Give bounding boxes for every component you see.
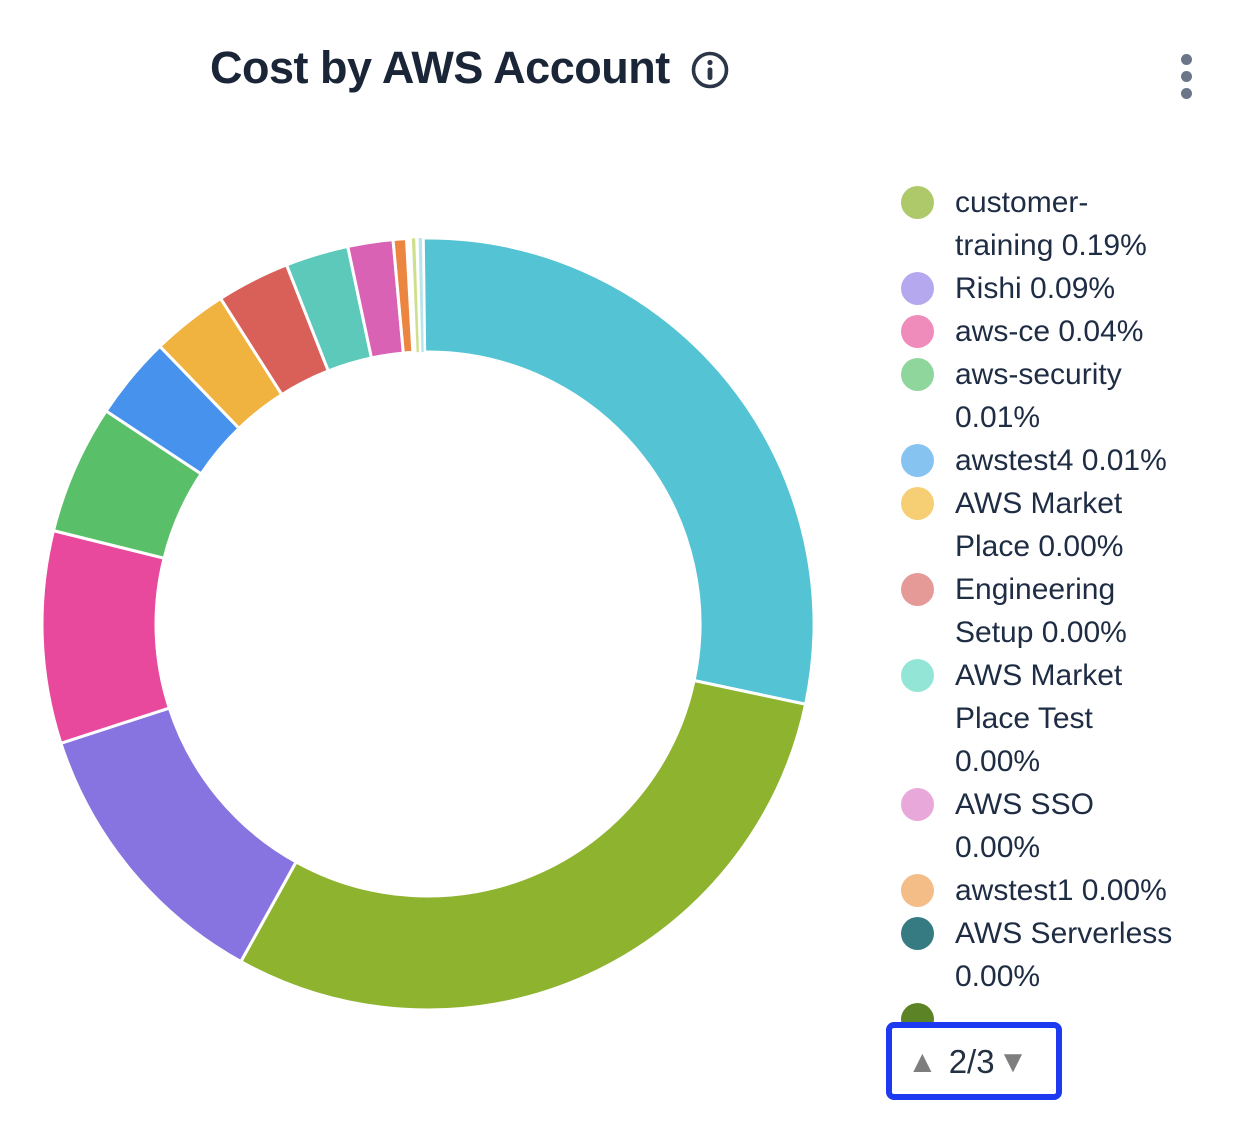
legend-dot	[901, 444, 934, 477]
legend-dot	[901, 573, 934, 606]
donut-slice[interactable]	[411, 238, 419, 353]
more-options-button[interactable]	[1177, 50, 1196, 103]
legend-item-label: Rishi 0.09%	[955, 272, 1116, 305]
legend-item-label: customer-training 0.19%	[955, 186, 1147, 262]
legend-dot	[901, 272, 934, 305]
legend-item[interactable]: AWS Market Place Test 0.00%	[899, 654, 1234, 783]
legend-dot	[901, 315, 934, 348]
legend-item-label: awstest1 0.00%	[955, 874, 1167, 907]
legend-item-label: AWS Market Place 0.00%	[955, 487, 1124, 563]
legend-item-label: aws-security 0.01%	[955, 358, 1122, 434]
legend-item[interactable]: AWS Market Place 0.00%	[899, 482, 1234, 568]
legend-dot	[901, 186, 934, 219]
legend-item[interactable]: Rishi 0.09%	[899, 267, 1234, 310]
legend-item[interactable]: awstest1 0.00%	[899, 869, 1234, 912]
legend-page-up-button[interactable]: ▲	[907, 1043, 938, 1079]
legend-item-label: AWS Serverless 0.00%	[955, 917, 1173, 993]
legend-item[interactable]: AWS SSO 0.00%	[899, 783, 1234, 869]
legend-dot	[901, 788, 934, 821]
donut-slice[interactable]	[238, 678, 808, 1012]
kebab-dot	[1181, 54, 1192, 65]
legend-item-label: AWS SSO 0.00%	[955, 788, 1094, 864]
legend-item[interactable]: customer-training 0.19%	[899, 181, 1234, 267]
legend-item[interactable]: awstest4 0.01%	[899, 439, 1234, 482]
legend-item-label: Engineering Setup 0.00%	[955, 573, 1127, 649]
legend-item[interactable]: aws-ce 0.04%	[899, 310, 1234, 353]
info-icon[interactable]	[690, 50, 730, 90]
legend-item-label: AWS Market Place Test 0.00%	[955, 659, 1123, 778]
legend-dot	[901, 358, 934, 391]
donut-chart[interactable]	[38, 234, 818, 1014]
legend-dot	[901, 487, 934, 520]
legend-page-down-button[interactable]: ▼	[997, 1043, 1029, 1079]
chart-header: Cost by AWS Account	[210, 38, 730, 98]
legend-pagination: ▲ 2/3 ▼	[886, 1022, 1062, 1100]
legend-dot	[901, 874, 934, 907]
donut-slice[interactable]	[40, 528, 172, 746]
donut-slice[interactable]	[421, 236, 816, 707]
kebab-dot	[1181, 88, 1192, 99]
chart-legend: customer-training 0.19% Rishi 0.09% aws-ce…	[899, 181, 1234, 1036]
legend-page-indicator: 2/3	[948, 1042, 995, 1080]
legend-item-label: awstest4 0.01%	[955, 444, 1167, 477]
chart-title: Cost by AWS Account	[210, 42, 670, 93]
donut-slice[interactable]	[418, 238, 424, 353]
legend-dot	[901, 917, 934, 950]
legend-dot	[901, 659, 934, 692]
donut-slice[interactable]	[391, 237, 415, 355]
legend-item[interactable]: aws-security 0.01%	[899, 353, 1234, 439]
kebab-dot	[1181, 71, 1192, 82]
legend-item[interactable]: AWS Serverless 0.00%	[899, 912, 1234, 998]
legend-item[interactable]: Engineering Setup 0.00%	[899, 568, 1234, 654]
donut-slice[interactable]	[58, 706, 299, 964]
legend-item-label: aws-ce 0.04%	[955, 315, 1144, 348]
